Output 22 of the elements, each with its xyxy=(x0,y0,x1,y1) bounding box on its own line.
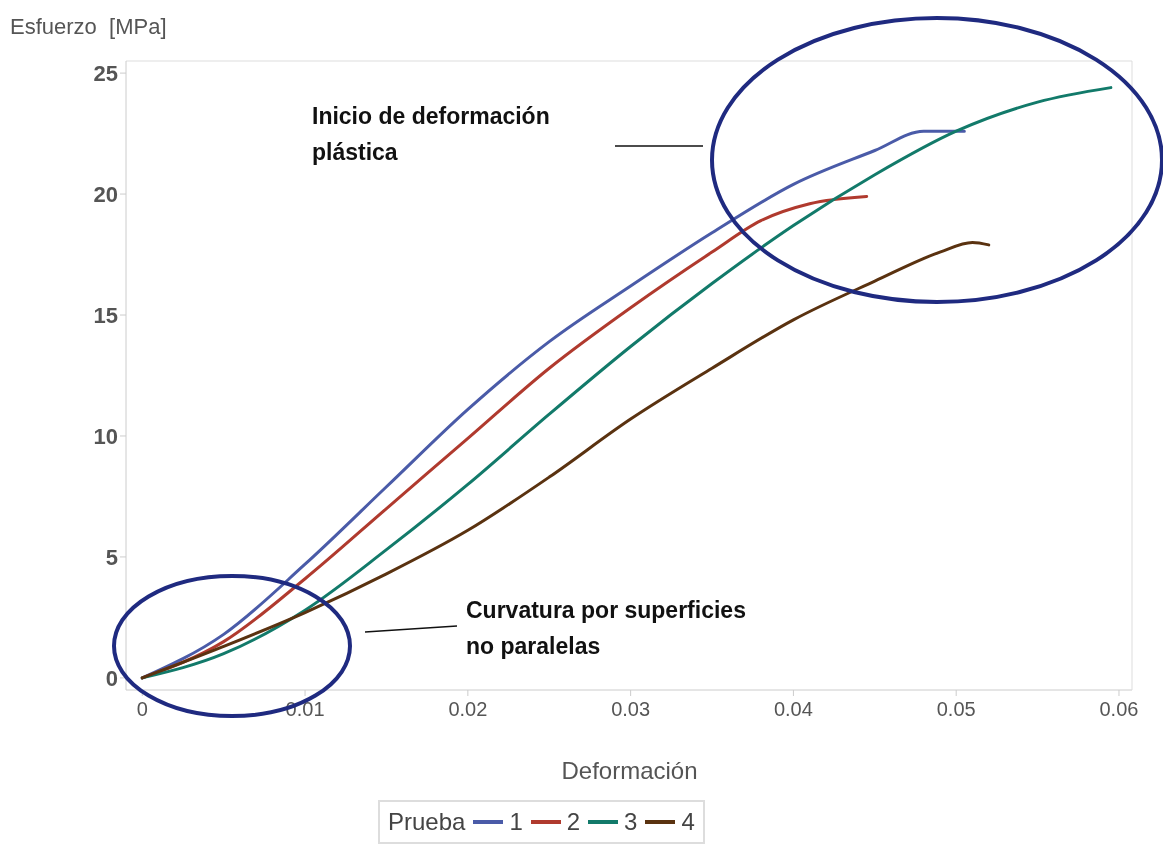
x-tick-label: 0.04 xyxy=(773,698,813,721)
legend-label: 3 xyxy=(624,808,638,836)
x-tick-label: 0.03 xyxy=(611,698,651,721)
legend-label: 2 xyxy=(566,808,581,836)
line-series xyxy=(140,240,991,680)
annotation: Curvatura por superficies no paralelas xyxy=(466,596,747,661)
y-tick-label: 10 xyxy=(93,423,118,449)
legend-label: 4 xyxy=(681,808,695,836)
x-tick-label: 0.06 xyxy=(1099,698,1139,721)
x-tick-label: 0 xyxy=(136,698,148,721)
legend-label: 1 xyxy=(509,808,523,836)
y-tick-label: 15 xyxy=(93,302,118,328)
annotation: Inicio de deformación plástica xyxy=(312,102,551,167)
y-axis-title: Esfuerzo [MPa] xyxy=(10,14,167,40)
x-tick-label: 0.05 xyxy=(936,698,976,721)
y-tick-label: 5 xyxy=(105,544,118,570)
y-tick-label: 0 xyxy=(105,665,118,691)
x-tick-label: 0.02 xyxy=(448,698,488,721)
x-axis-title: Deformación xyxy=(560,757,699,785)
y-tick-label: 20 xyxy=(93,181,118,207)
y-tick-label: 25 xyxy=(93,60,118,86)
legend-title: Prueba xyxy=(388,808,466,836)
